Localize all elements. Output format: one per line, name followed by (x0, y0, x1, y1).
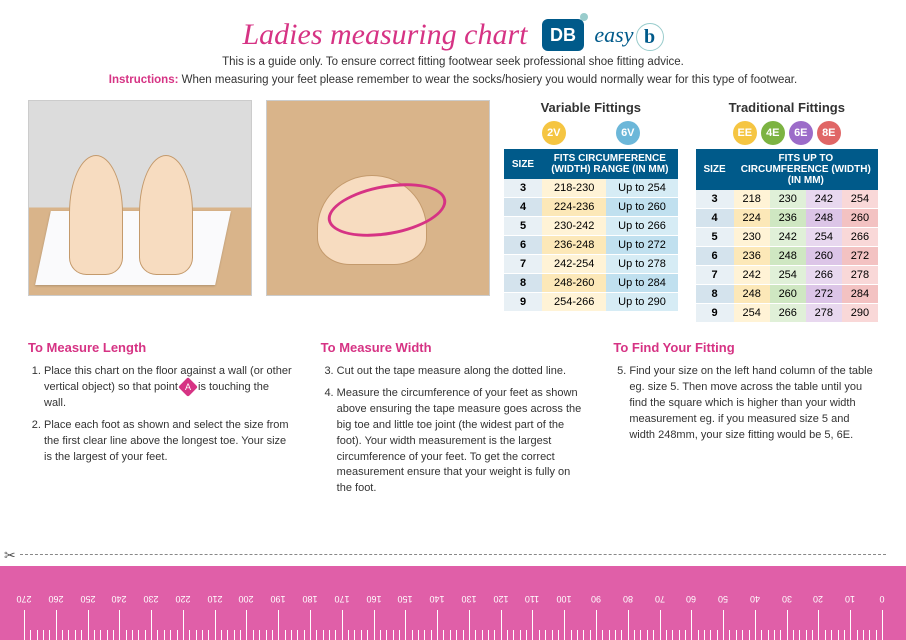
ruler: ✂ 01020304050607080901001101201301401501… (0, 554, 906, 640)
traditional-badges: EE4E6E8E (696, 121, 878, 149)
table-row: 5230242254266 (696, 228, 878, 247)
ruler-label: 20 (813, 594, 823, 604)
table-row: 6236-248Up to 272 (504, 236, 678, 255)
table-row: 8248-260Up to 284 (504, 274, 678, 293)
table-row: 7242254266278 (696, 266, 878, 285)
logo-db-icon: DB (542, 19, 584, 51)
instructions-label: Instructions: (109, 74, 179, 86)
table-row: 9254-266Up to 290 (504, 293, 678, 312)
ruler-label: 40 (750, 594, 760, 604)
variable-title: Variable Fittings (504, 100, 678, 115)
subtitle: This is a guide only. To ensure correct … (28, 56, 878, 68)
tables: Variable Fittings 2V6V SIZE FITS CIRCUMF… (504, 100, 878, 323)
instructions-length: To Measure Length Place this chart on th… (28, 339, 293, 503)
ruler-label: 70 (655, 594, 665, 604)
ruler-label: 240 (112, 594, 127, 604)
table-row: 7242-254Up to 278 (504, 255, 678, 274)
ruler-strip: 0 10 20 30 40 50 60 70 80 90 100 110 120 130 140 150 160… (0, 566, 906, 640)
illustration-width (266, 100, 490, 296)
logos: DB easyb (542, 19, 664, 51)
instructions-columns: To Measure Length Place this chart on th… (28, 339, 878, 503)
ruler-label: 170 (334, 594, 349, 604)
ruler-label: 160 (366, 594, 381, 604)
ruler-label: 230 (144, 594, 159, 604)
ruler-label: 210 (207, 594, 222, 604)
logo-easyb-icon: easyb (594, 22, 663, 51)
variable-fittings-table: Variable Fittings 2V6V SIZE FITS CIRCUMF… (504, 100, 678, 323)
table-row: 5230-242Up to 266 (504, 217, 678, 236)
ruler-label: 110 (525, 594, 539, 604)
list-item: Find your size on the left hand column o… (629, 364, 878, 444)
instructions-line: Instructions: When measuring your feet p… (28, 74, 878, 86)
instructions-width: To Measure Width Cut out the tape measur… (321, 339, 586, 503)
list-item: Measure the circumference of your feet a… (337, 386, 586, 498)
th-size: SIZE (504, 149, 542, 179)
list-item: Cut out the tape measure along the dotte… (337, 364, 586, 380)
traditional-title: Traditional Fittings (696, 100, 878, 115)
table-row: 4224236248260 (696, 209, 878, 228)
ruler-label: 120 (493, 594, 508, 604)
instructions-fitting: To Find Your Fitting Find your size on t… (613, 339, 878, 503)
ruler-label: 180 (302, 594, 317, 604)
ruler-label: 250 (80, 594, 95, 604)
width-title: To Measure Width (321, 339, 586, 358)
ruler-label: 220 (175, 594, 190, 604)
table-row: 9254266278290 (696, 304, 878, 323)
instructions-text: When measuring your feet please remember… (182, 74, 798, 86)
variable-table: SIZE FITS CIRCUMFERENCE (WIDTH) RANGE (I… (504, 149, 678, 312)
ruler-label: 130 (461, 594, 476, 604)
ruler-label: 0 (879, 594, 884, 604)
illustration-length (28, 100, 252, 296)
traditional-table: SIZE FITS UP TO CIRCUMFERENCE (WIDTH) (I… (696, 149, 878, 323)
list-item: Place each foot as shown and select the … (44, 418, 293, 466)
th-size: SIZE (696, 149, 734, 190)
table-row: 6236248260272 (696, 247, 878, 266)
point-a-icon: A (178, 377, 198, 397)
ruler-label: 80 (623, 594, 633, 604)
ruler-label: 200 (239, 594, 254, 604)
traditional-fittings-table: Traditional Fittings EE4E6E8E SIZE FITS … (696, 100, 878, 323)
ruler-label: 100 (557, 594, 572, 604)
ruler-label: 260 (48, 594, 63, 604)
variable-badges: 2V6V (504, 121, 678, 149)
table-row: 3218-230Up to 254 (504, 179, 678, 198)
ruler-label: 10 (845, 594, 855, 604)
ruler-label: 190 (271, 594, 286, 604)
table-row: 8248260272284 (696, 285, 878, 304)
header: Ladies measuring chart DB easyb This is … (28, 18, 878, 86)
ruler-label: 150 (398, 594, 413, 604)
scissors-icon: ✂ (4, 547, 16, 564)
table-row: 4224-236Up to 260 (504, 198, 678, 217)
list-item: Place this chart on the floor against a … (44, 364, 293, 412)
page-title: Ladies measuring chart (243, 18, 528, 52)
ruler-label: 90 (591, 594, 601, 604)
th-range: FITS UP TO CIRCUMFERENCE (WIDTH) (IN MM) (734, 149, 878, 190)
th-range: FITS CIRCUMFERENCE (WIDTH) RANGE (IN MM) (542, 149, 678, 179)
ruler-label: 30 (782, 594, 792, 604)
ruler-label: 60 (686, 594, 696, 604)
ruler-label: 270 (16, 594, 31, 604)
ruler-label: 140 (430, 594, 445, 604)
fitting-title: To Find Your Fitting (613, 339, 878, 358)
ruler-label: 50 (718, 594, 728, 604)
length-title: To Measure Length (28, 339, 293, 358)
table-row: 3218230242254 (696, 190, 878, 209)
cut-line (20, 554, 886, 555)
